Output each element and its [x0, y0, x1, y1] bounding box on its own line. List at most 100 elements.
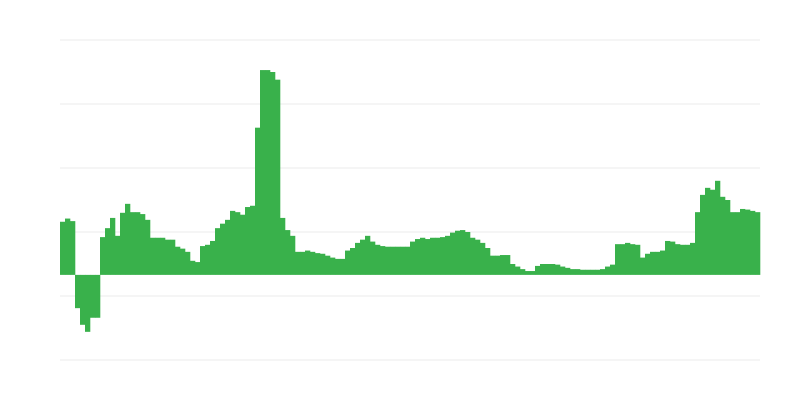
- bar-125: [685, 244, 691, 275]
- bar-64: [380, 246, 386, 275]
- bar-97: [545, 264, 551, 275]
- bar-33: [225, 219, 231, 275]
- bar-75: [435, 237, 441, 275]
- bar-112: [620, 244, 626, 275]
- bar-47: [295, 251, 301, 275]
- bar-117: [645, 253, 651, 275]
- bar-93: [525, 271, 531, 275]
- bar-30: [210, 240, 216, 275]
- bar-54: [330, 257, 336, 275]
- bar-1: [65, 218, 71, 275]
- bar-92: [520, 269, 526, 275]
- bar-101: [565, 267, 571, 275]
- bar-27: [195, 262, 201, 275]
- bar-32: [220, 223, 226, 275]
- bar-128: [700, 194, 706, 275]
- bar-126: [690, 242, 696, 275]
- bar-94: [530, 271, 536, 275]
- bar-120: [660, 250, 666, 275]
- bar-88: [500, 255, 506, 275]
- bar-137: [745, 209, 751, 275]
- bar-9: [105, 228, 111, 275]
- bar-50: [310, 251, 316, 275]
- bar-76: [440, 237, 446, 275]
- bar-65: [385, 246, 391, 275]
- bar-84: [480, 242, 486, 275]
- bar-135: [735, 212, 741, 275]
- bar-63: [375, 244, 381, 275]
- bar-15: [135, 212, 141, 275]
- bar-130: [710, 189, 716, 275]
- bar-8: [100, 237, 106, 275]
- bar-109: [605, 266, 611, 275]
- bar-73: [425, 239, 431, 275]
- bar-134: [730, 212, 736, 275]
- bar-72: [420, 237, 426, 275]
- bar-3: [75, 274, 81, 309]
- bar-4: [80, 274, 86, 325]
- bar-22: [170, 239, 176, 275]
- bar-104: [580, 269, 586, 275]
- bar-70: [410, 241, 416, 275]
- bar-105: [585, 269, 591, 275]
- bar-106: [590, 269, 596, 275]
- bar-133: [725, 200, 731, 275]
- bar-132: [720, 196, 726, 275]
- bar-34: [230, 210, 236, 275]
- bar-17: [145, 219, 151, 275]
- bar-116: [640, 257, 646, 275]
- bar-67: [395, 246, 401, 275]
- bar-52: [320, 253, 326, 275]
- bar-23: [175, 246, 181, 275]
- bar-14: [130, 212, 136, 275]
- bar-43: [275, 79, 281, 275]
- bar-42: [270, 72, 276, 275]
- bars: [60, 70, 761, 332]
- bar-51: [315, 253, 321, 275]
- bar-74: [430, 237, 436, 275]
- bar-60: [360, 239, 366, 275]
- bar-7: [95, 274, 101, 318]
- bar-40: [260, 70, 266, 275]
- bar-127: [695, 212, 701, 275]
- bar-122: [670, 241, 676, 275]
- bar-100: [560, 266, 566, 275]
- bar-136: [740, 208, 746, 275]
- bar-5: [85, 274, 91, 332]
- bar-38: [250, 205, 256, 275]
- bar-11: [115, 235, 121, 275]
- bar-46: [290, 235, 296, 275]
- bar-10: [110, 217, 116, 275]
- bar-62: [370, 241, 376, 275]
- bar-26: [190, 260, 196, 275]
- bar-83: [475, 239, 481, 275]
- bar-0: [60, 221, 66, 275]
- bar-68: [400, 246, 406, 275]
- bar-77: [445, 235, 451, 275]
- bar-139: [755, 212, 761, 275]
- bar-129: [705, 187, 711, 275]
- bar-121: [665, 240, 671, 275]
- bar-114: [630, 244, 636, 275]
- bar-113: [625, 242, 631, 275]
- bar-110: [610, 264, 616, 275]
- bar-59: [355, 242, 361, 275]
- bar-24: [180, 248, 186, 275]
- bar-89: [505, 255, 511, 275]
- bar-118: [650, 251, 656, 275]
- bar-35: [235, 212, 241, 275]
- bar-57: [345, 250, 351, 275]
- bar-39: [255, 127, 261, 275]
- bar-80: [460, 230, 466, 275]
- bar-90: [510, 264, 516, 275]
- bar-12: [120, 212, 126, 275]
- bar-56: [340, 258, 346, 275]
- bar-87: [495, 255, 501, 275]
- bar-41: [265, 70, 271, 275]
- bar-138: [750, 210, 756, 275]
- bar-21: [165, 239, 171, 275]
- bar-123: [675, 244, 681, 275]
- bar-36: [240, 214, 246, 275]
- bar-53: [325, 255, 331, 275]
